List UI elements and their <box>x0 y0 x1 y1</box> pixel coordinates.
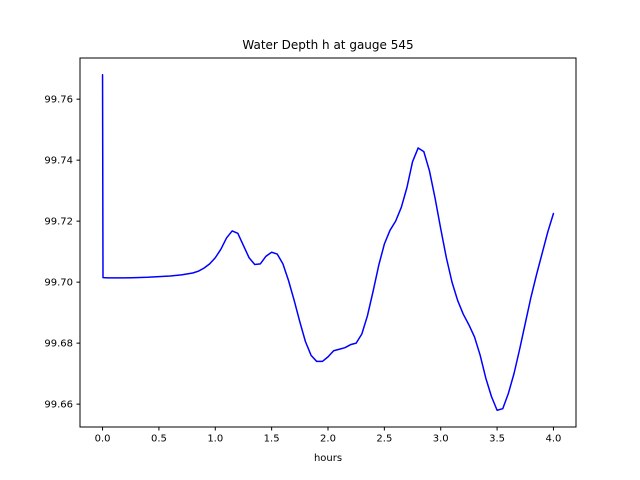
x-tick-label: 1.0 <box>207 434 223 445</box>
chart-title: Water Depth h at gauge 545 <box>242 38 413 52</box>
data-line-water-depth-h <box>101 74 555 411</box>
y-tick-label: 99.70 <box>44 278 73 289</box>
x-tick-label: 3.5 <box>489 434 505 445</box>
plot-area: 0.0 0.5 1.0 1.5 2.0 2.5 3.0 3.5 4.0 99.66 99.68 99.… <box>44 57 577 445</box>
y-tick-label: 99.66 <box>44 400 73 411</box>
x-tick-label: 2.0 <box>320 434 336 445</box>
x-tick-label: 3.0 <box>433 434 449 445</box>
x-axis-label: hours <box>314 453 342 464</box>
x-tick-label: 0.5 <box>151 434 167 445</box>
x-tick-label: 1.5 <box>264 434 280 445</box>
y-tick-label: 99.72 <box>44 217 73 228</box>
y-tick-label: 99.68 <box>44 339 73 350</box>
y-tick-label: 99.76 <box>44 95 73 106</box>
plot-frame <box>79 57 577 428</box>
x-tick-label: 2.5 <box>376 434 392 445</box>
x-tick-label: 0.0 <box>95 434 111 445</box>
x-tick-label: 4.0 <box>546 434 562 445</box>
y-tick-label: 99.74 <box>44 156 73 167</box>
